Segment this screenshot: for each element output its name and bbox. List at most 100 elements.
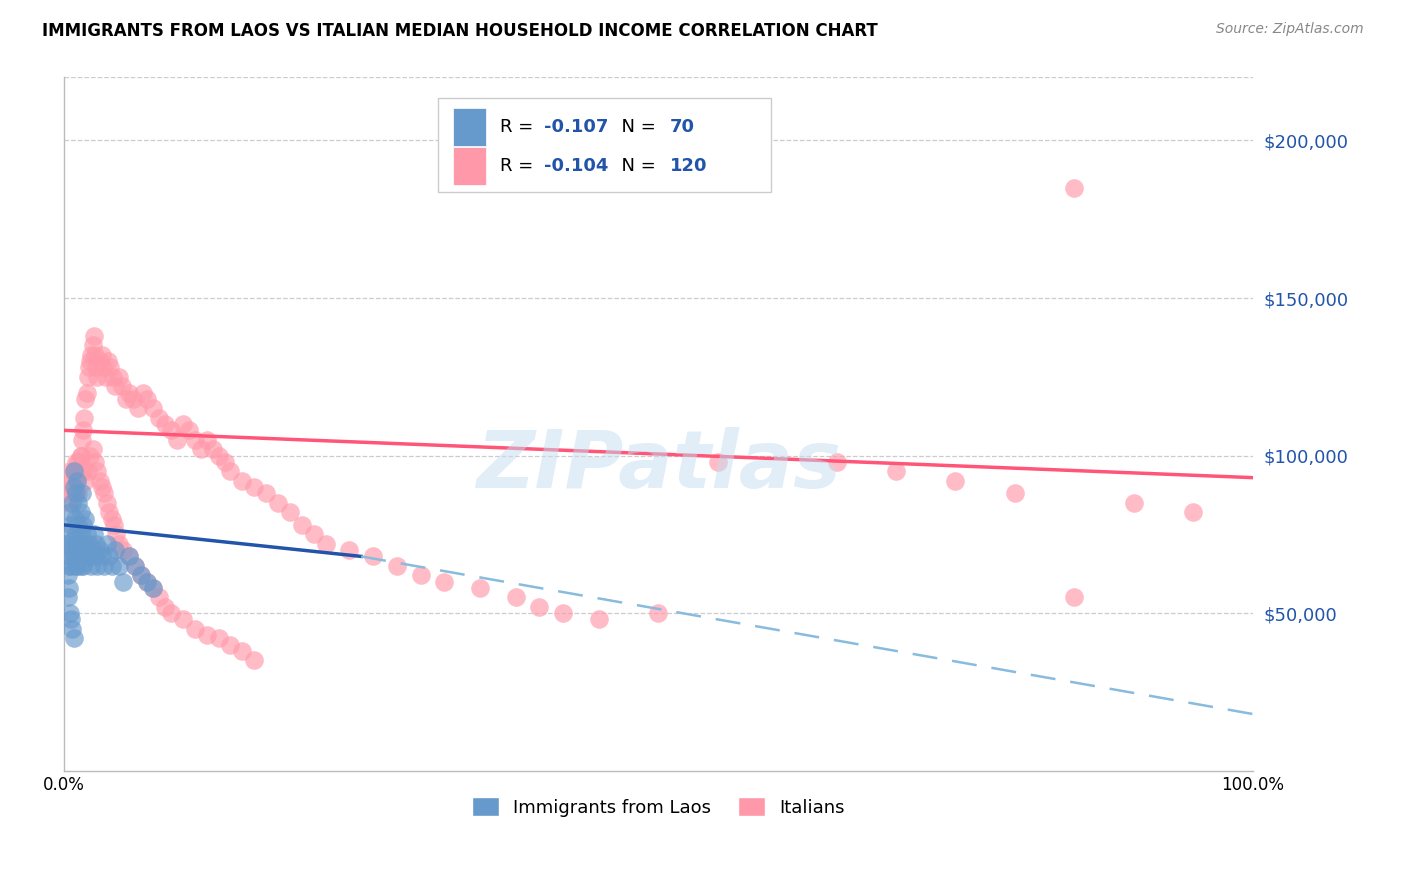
Point (83, 527, 105, 541)
Text: 70: 70 (671, 119, 695, 136)
Point (73, 410, 96, 425)
Point (65, 474, 87, 488)
Point (67, 496, 90, 510)
Point (60, 533, 83, 548)
Point (72, 558, 94, 573)
Point (98, 549, 121, 564)
Point (1122, 496, 1144, 510)
Point (60, 622, 83, 636)
Point (243, 480, 266, 494)
Point (69, 549, 91, 564)
Point (84, 455, 107, 469)
Point (101, 369, 124, 384)
Point (103, 517, 125, 532)
Point (69, 558, 91, 573)
Point (62, 480, 84, 494)
Point (884, 464, 907, 478)
Point (76, 385, 98, 400)
Point (77, 537, 100, 551)
Point (124, 558, 146, 573)
Point (96, 537, 118, 551)
Point (195, 628, 218, 642)
Point (97, 354, 120, 368)
Point (706, 455, 728, 469)
Point (148, 591, 170, 605)
Point (80, 348, 103, 362)
Point (73, 537, 96, 551)
Point (79, 354, 101, 368)
Point (65, 527, 87, 541)
Point (207, 449, 229, 463)
Point (91, 549, 114, 564)
Point (65, 486, 87, 500)
Point (172, 612, 194, 626)
Point (69, 449, 91, 463)
Point (207, 632, 229, 646)
Point (62, 464, 84, 478)
Point (79, 549, 101, 564)
Point (433, 574, 456, 589)
Point (177, 423, 200, 437)
Point (231, 644, 253, 658)
Point (127, 401, 149, 416)
Point (219, 638, 242, 652)
Point (63, 464, 86, 478)
Point (86, 464, 108, 478)
Point (60, 517, 83, 532)
Point (100, 360, 122, 375)
Point (118, 549, 141, 564)
Point (166, 433, 188, 447)
Point (70, 486, 93, 500)
Point (201, 442, 224, 457)
Point (60, 496, 83, 510)
Point (105, 527, 128, 541)
Point (825, 455, 848, 469)
Point (89, 354, 111, 368)
Point (58, 558, 80, 573)
Point (82, 338, 104, 352)
FancyBboxPatch shape (439, 98, 772, 192)
Point (160, 606, 183, 620)
Point (104, 379, 127, 393)
Point (84, 537, 107, 551)
Point (56, 568, 79, 582)
Point (75, 549, 97, 564)
Point (131, 568, 153, 582)
Point (91, 348, 114, 362)
Point (115, 392, 138, 406)
Point (136, 574, 159, 589)
Point (62, 486, 84, 500)
Point (59, 505, 82, 519)
Point (153, 417, 176, 431)
Point (267, 496, 290, 510)
Point (131, 385, 153, 400)
Text: ZIPatlas: ZIPatlas (475, 426, 841, 505)
Point (190, 442, 212, 457)
Point (104, 543, 127, 558)
Point (100, 558, 122, 573)
Point (94, 369, 117, 384)
Point (79, 449, 101, 463)
Point (82, 543, 104, 558)
Point (67, 543, 90, 558)
Point (56, 486, 79, 500)
Point (136, 392, 159, 406)
Point (76, 543, 98, 558)
Point (65, 558, 87, 573)
Point (254, 486, 277, 500)
Point (291, 517, 314, 532)
Point (107, 369, 129, 384)
Point (529, 599, 551, 614)
Point (142, 401, 165, 416)
Point (131, 568, 153, 582)
Point (59, 606, 82, 620)
Point (56, 591, 79, 605)
Point (75, 474, 97, 488)
Point (62, 632, 84, 646)
Legend: Immigrants from Laos, Italians: Immigrants from Laos, Italians (464, 790, 852, 824)
Point (60, 558, 83, 573)
Text: N =: N = (610, 119, 661, 136)
Point (67, 486, 90, 500)
Point (56, 549, 79, 564)
Point (75, 392, 97, 406)
